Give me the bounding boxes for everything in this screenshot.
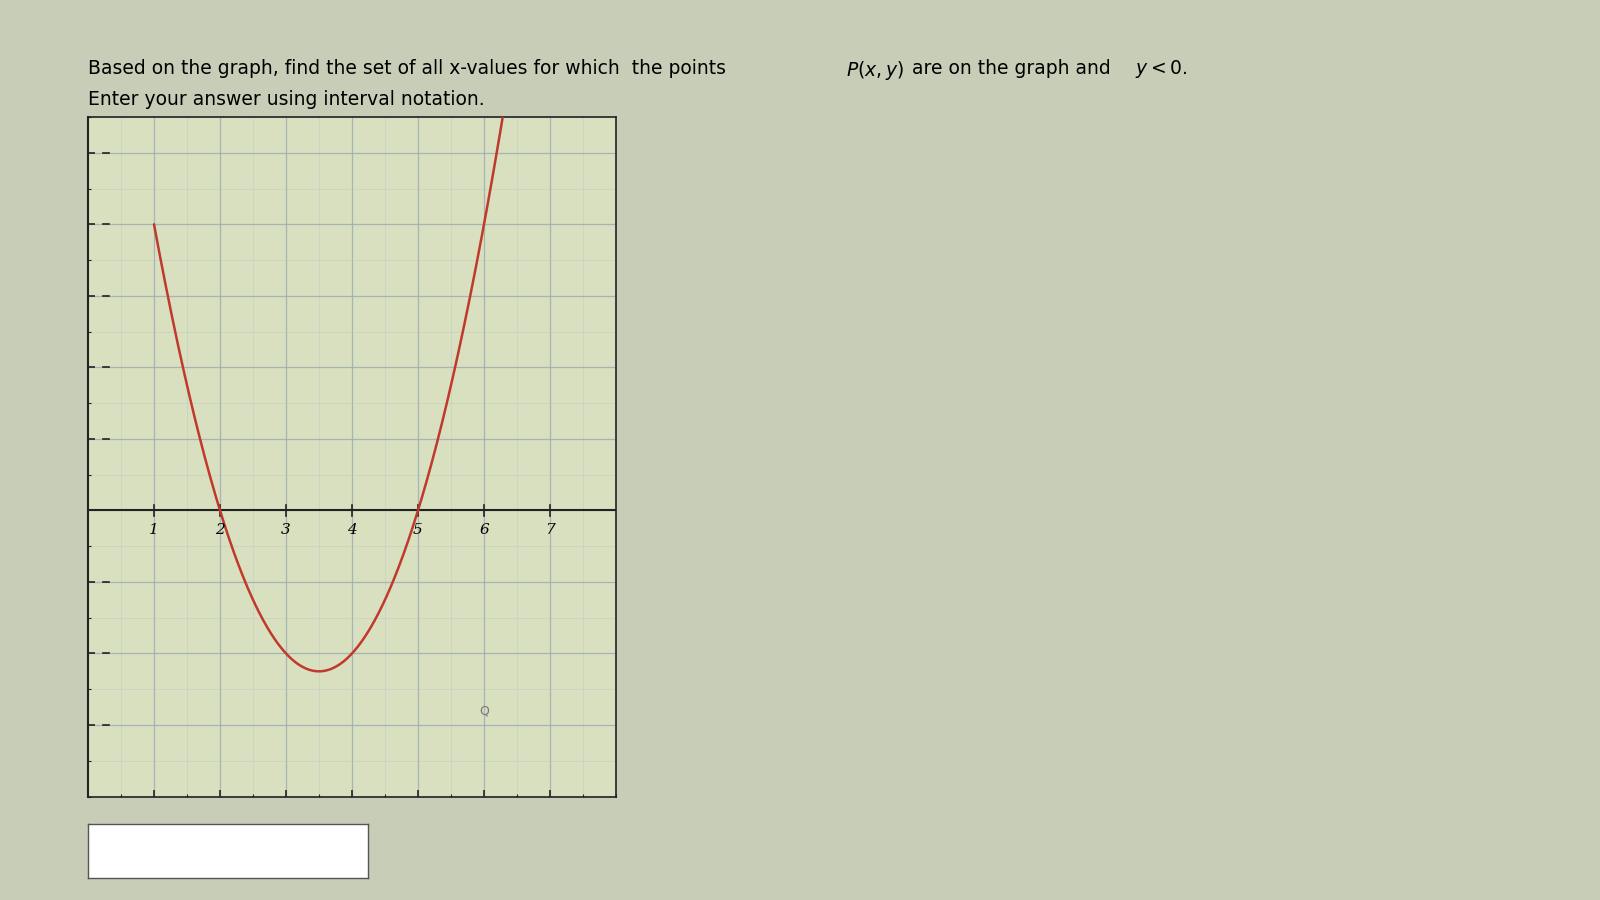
Text: 4: 4 [347,523,357,537]
Text: are on the graph and: are on the graph and [906,58,1117,77]
Text: Enter your answer using interval notation.: Enter your answer using interval notatio… [88,90,485,109]
Text: 1: 1 [149,523,158,537]
Text: 6: 6 [478,523,490,537]
Text: 3: 3 [282,523,291,537]
Text: Based on the graph, find the set of all x-values for which  the points: Based on the graph, find the set of all … [88,58,733,77]
Text: 5: 5 [413,523,422,537]
Text: Q: Q [478,704,490,717]
Text: $P(x, y)$: $P(x, y)$ [845,58,904,82]
Text: 7: 7 [546,523,555,537]
Text: $y < 0.$: $y < 0.$ [1136,58,1187,80]
Text: 2: 2 [214,523,226,537]
